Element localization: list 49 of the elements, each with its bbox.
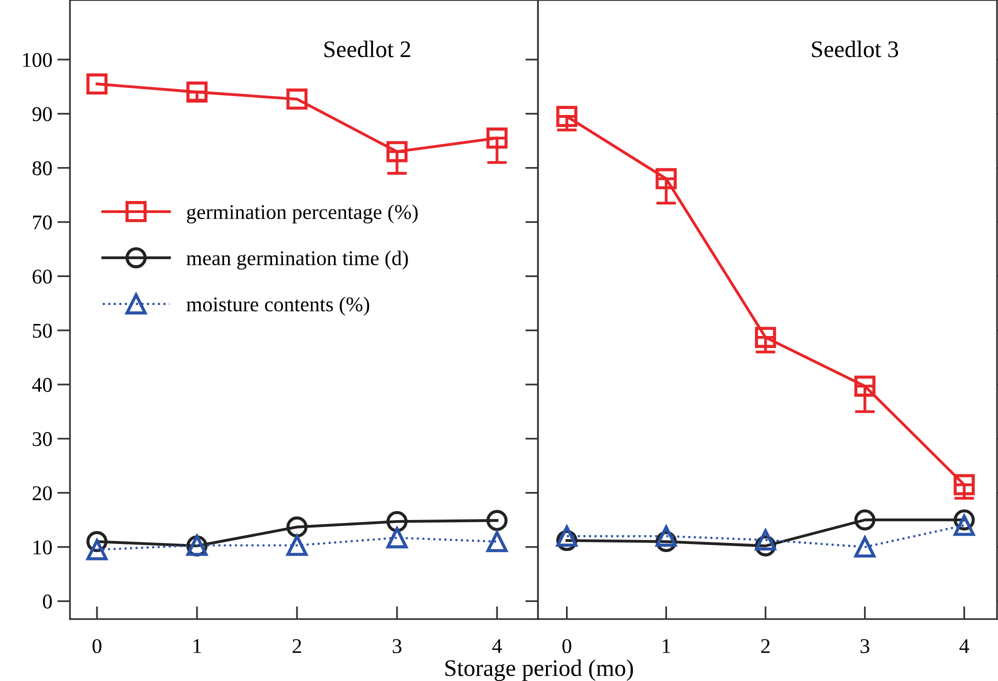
point (954, 514, 975, 536)
y-tick-label: 30 (32, 432, 52, 446)
point (854, 536, 876, 558)
y-tick-label: 0 (42, 594, 52, 609)
y-tick-label: 20 (32, 486, 52, 500)
x-tick-label: 1 (194, 639, 201, 653)
x-tick-label: 3 (860, 639, 870, 654)
point (486, 531, 508, 552)
legend-label: mean germination time (d) (186, 250, 408, 270)
point (86, 539, 108, 560)
x-tick-label: 0 (562, 639, 572, 654)
text: Seedlot 2 (324, 40, 410, 58)
x-tick-label: 4 (959, 639, 970, 653)
y-tick-label: 90 (32, 107, 52, 122)
x-tick-label: 0 (92, 639, 102, 654)
point (754, 529, 776, 551)
point (556, 106, 578, 127)
point (286, 88, 308, 110)
x-tick-label: 1 (662, 639, 670, 653)
point (486, 510, 508, 532)
y-tick-label: 10 (34, 540, 52, 554)
point (754, 326, 776, 348)
legend-label: moisture contents (%) (186, 296, 370, 316)
point (854, 509, 876, 530)
y-tick-label: 100 (23, 52, 52, 68)
point (86, 73, 108, 95)
point (656, 168, 677, 190)
x-tick-label: 3 (392, 639, 402, 654)
point (386, 141, 408, 162)
legend-label: germination percentage (%) (186, 204, 418, 224)
point (556, 526, 578, 547)
x-tick-label: 4 (492, 639, 502, 653)
point (286, 534, 308, 556)
text: Seedlot 3 (812, 40, 898, 58)
x-axis-title: Storage period (mo) (445, 660, 633, 681)
y-tick-label: 70 (33, 215, 52, 230)
y-tick-label: 40 (32, 378, 52, 392)
point (854, 376, 876, 397)
point (954, 474, 975, 496)
y-tick-label: 80 (32, 161, 52, 176)
point (186, 82, 208, 103)
x-tick-label: 2 (761, 639, 770, 653)
point (486, 128, 508, 149)
point (386, 527, 408, 548)
x-tick-label: 2 (292, 639, 302, 653)
y-tick-label: 60 (32, 270, 52, 284)
y-tick-label: 50 (32, 324, 52, 338)
point (286, 516, 308, 538)
point (656, 526, 677, 547)
